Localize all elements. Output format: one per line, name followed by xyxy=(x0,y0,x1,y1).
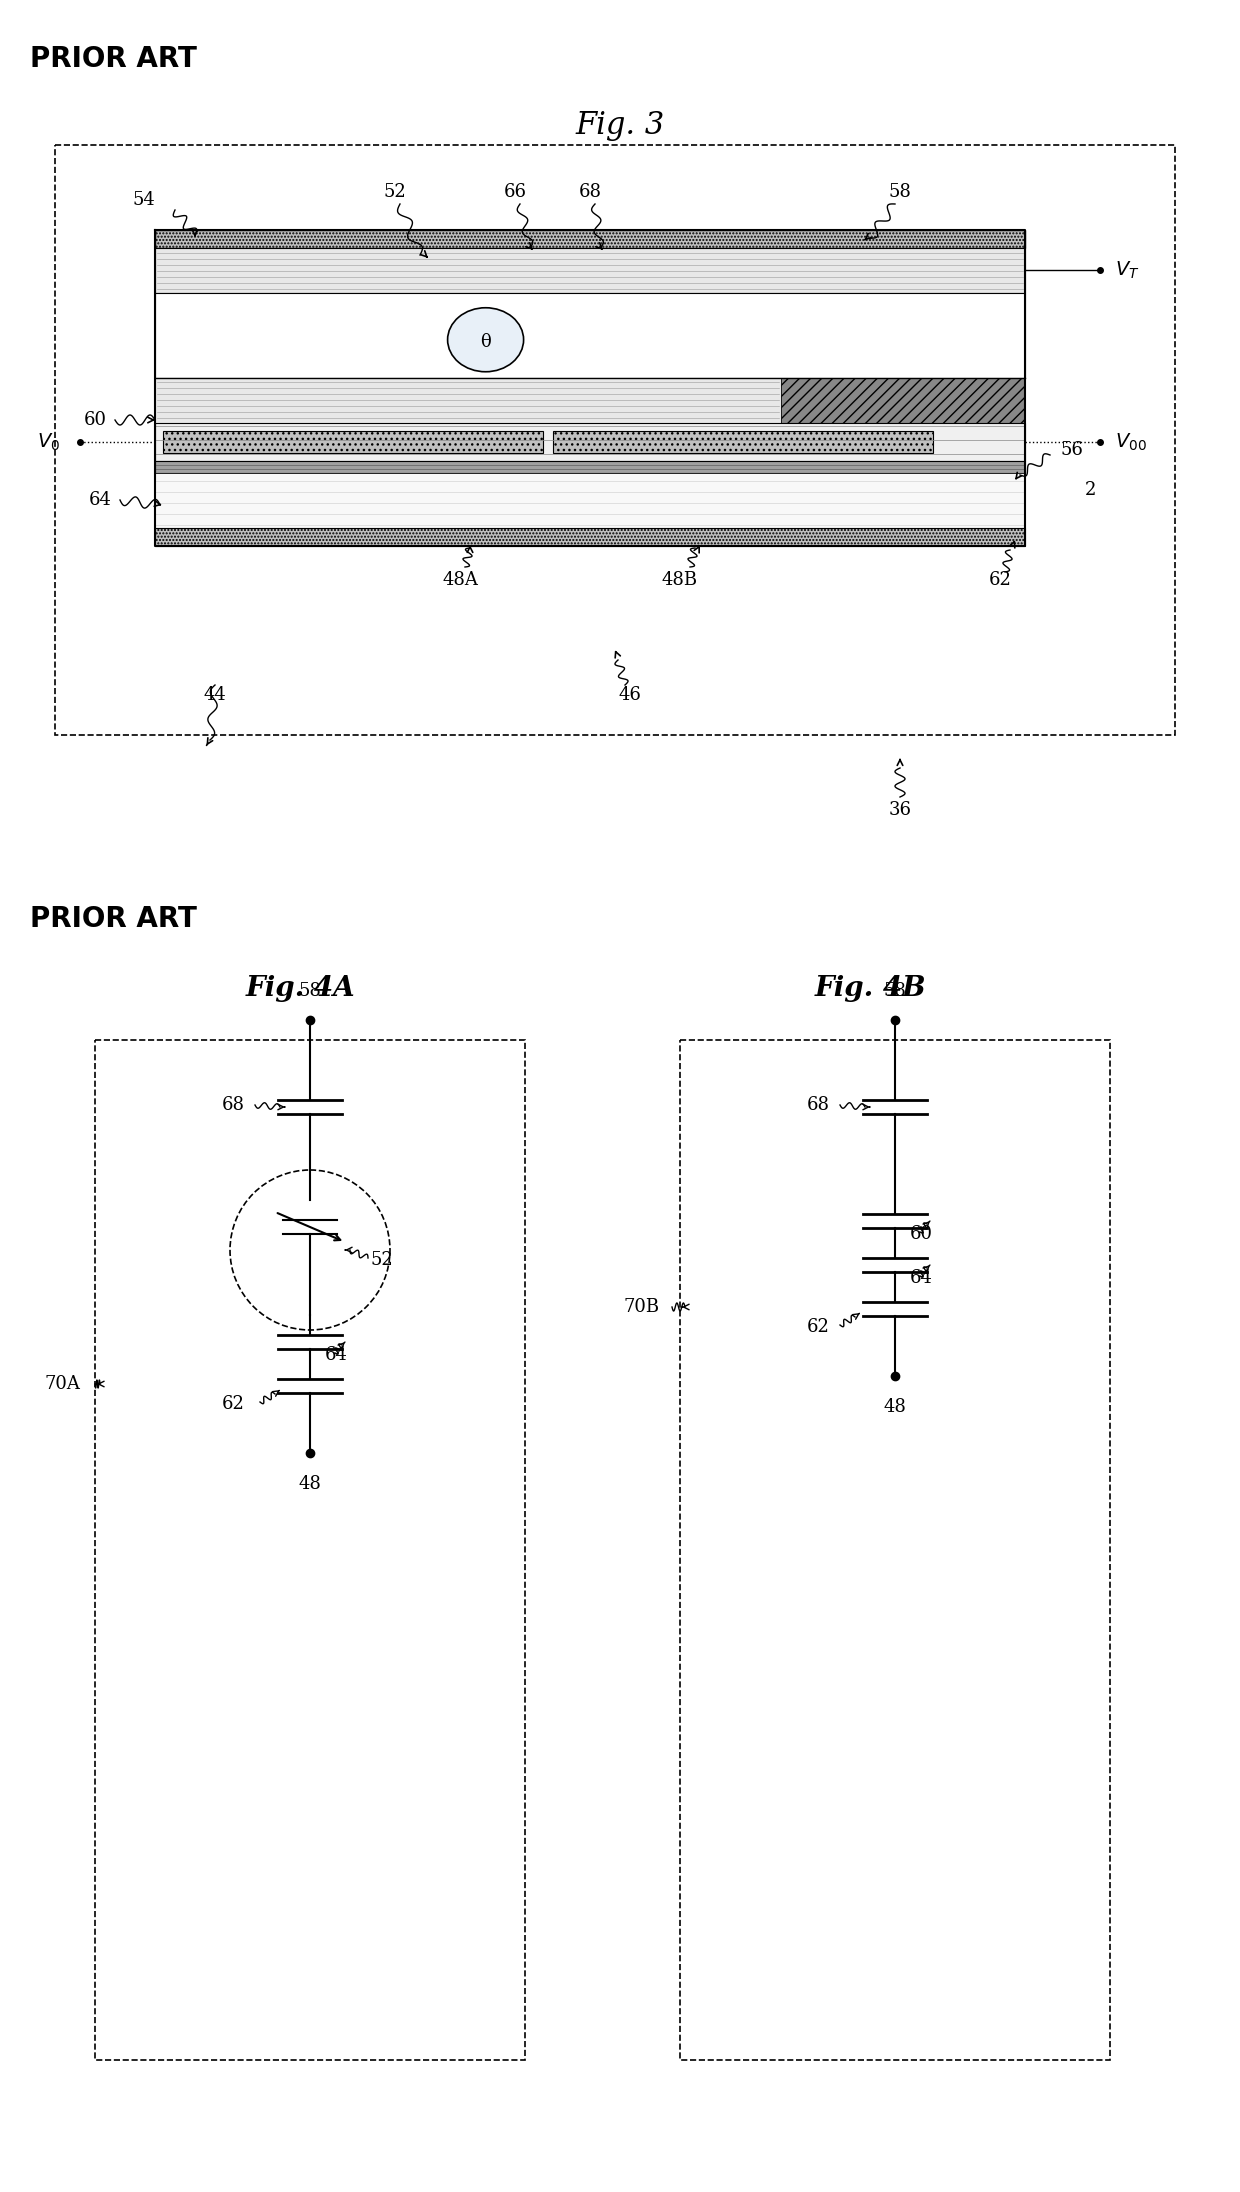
Text: 44: 44 xyxy=(203,686,227,704)
Text: 58: 58 xyxy=(299,982,321,1000)
Text: 58: 58 xyxy=(889,182,911,202)
Text: 56: 56 xyxy=(1060,441,1083,458)
Bar xyxy=(155,473,1025,528)
Bar xyxy=(155,294,1025,377)
Text: 52: 52 xyxy=(370,1252,393,1269)
Text: PRIOR ART: PRIOR ART xyxy=(30,46,197,72)
Bar xyxy=(781,377,1025,423)
Text: 2: 2 xyxy=(1085,480,1096,500)
Text: Fig. 4A: Fig. 4A xyxy=(246,975,355,1002)
Bar xyxy=(155,377,781,423)
Text: 68: 68 xyxy=(222,1096,246,1114)
Text: 58: 58 xyxy=(884,982,906,1000)
Text: Fig. 4B: Fig. 4B xyxy=(815,975,926,1002)
Text: 48B: 48B xyxy=(662,570,698,590)
Text: $V_{00}$: $V_{00}$ xyxy=(1115,432,1147,454)
Text: 70B: 70B xyxy=(624,1298,660,1315)
Text: 54: 54 xyxy=(133,191,155,208)
Text: 64: 64 xyxy=(88,491,112,509)
Text: 62: 62 xyxy=(222,1394,246,1414)
Text: $V_0$: $V_0$ xyxy=(37,432,60,454)
Text: 70A: 70A xyxy=(45,1374,81,1392)
Bar xyxy=(155,248,1025,294)
Text: 68: 68 xyxy=(579,182,601,202)
Text: 64: 64 xyxy=(325,1346,348,1363)
Text: θ: θ xyxy=(480,333,491,351)
Bar xyxy=(155,230,1025,248)
Bar xyxy=(155,460,1025,473)
Text: 46: 46 xyxy=(619,686,641,704)
Bar xyxy=(553,430,932,454)
Ellipse shape xyxy=(448,307,523,373)
Text: 64: 64 xyxy=(910,1269,932,1287)
Text: 36: 36 xyxy=(889,800,911,820)
Text: Fig. 3: Fig. 3 xyxy=(575,110,665,140)
Bar xyxy=(155,423,1025,460)
Bar xyxy=(155,528,1025,546)
Text: PRIOR ART: PRIOR ART xyxy=(30,905,197,934)
Text: 48: 48 xyxy=(299,1475,321,1493)
Text: 48: 48 xyxy=(884,1398,906,1416)
Text: 60: 60 xyxy=(910,1225,932,1243)
Text: 68: 68 xyxy=(807,1096,830,1114)
Text: 62: 62 xyxy=(807,1317,830,1335)
Text: 66: 66 xyxy=(503,182,527,202)
Bar xyxy=(162,430,543,454)
Text: 48A: 48A xyxy=(443,570,477,590)
Text: 60: 60 xyxy=(83,412,107,430)
Text: 52: 52 xyxy=(383,182,407,202)
Text: 62: 62 xyxy=(988,570,1012,590)
Text: $V_T$: $V_T$ xyxy=(1115,259,1140,281)
